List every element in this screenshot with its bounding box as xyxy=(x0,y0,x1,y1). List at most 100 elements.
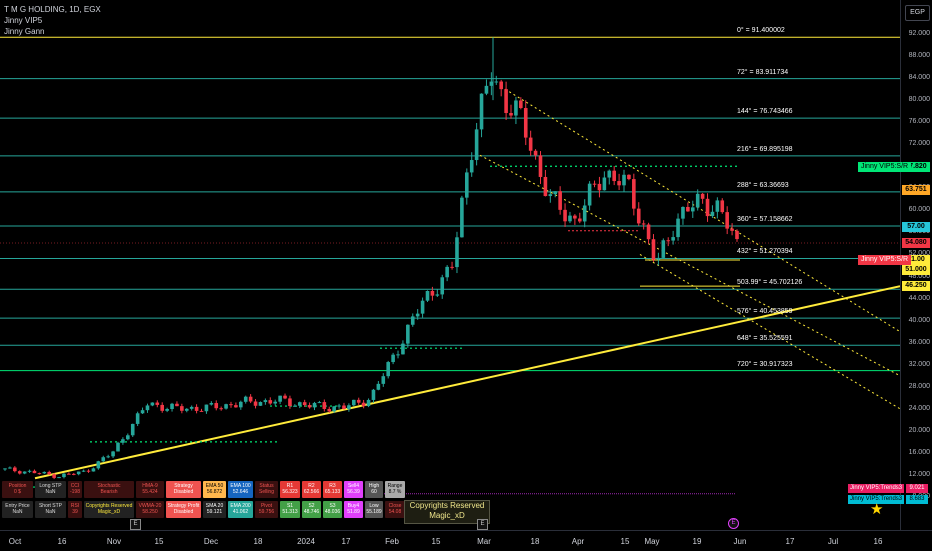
candle-body xyxy=(352,399,356,406)
table-cell-title: High xyxy=(368,483,380,489)
candle-body xyxy=(189,406,194,409)
candle-body xyxy=(71,473,76,475)
candle-body xyxy=(106,456,110,458)
candle-body xyxy=(479,93,484,130)
indicator-sr-tag: Jinny VIP5:S/R xyxy=(858,254,912,265)
table-cell-value: 56.872 xyxy=(206,489,223,495)
time-tick-label: 15 xyxy=(431,537,441,546)
table-cell-title: R2 xyxy=(308,483,315,489)
candle-body xyxy=(332,406,336,412)
indicator-legend-gann[interactable]: Jinny Gann xyxy=(4,27,45,36)
price-tick-label: 92.000 xyxy=(908,30,930,37)
table-cell: Status Selling xyxy=(255,481,278,498)
time-tick-label: Mar xyxy=(477,537,491,546)
candle-body xyxy=(356,399,361,403)
candle-body xyxy=(666,240,671,242)
table-cell-value: 51.89 xyxy=(347,509,360,515)
candle-body xyxy=(715,200,720,212)
candle-body xyxy=(401,343,405,355)
candle-body xyxy=(57,477,61,479)
candle-body xyxy=(730,228,734,231)
candle-body xyxy=(170,403,174,410)
table-cell: RSI 39 xyxy=(68,501,82,518)
gann-level-label: 576° = 40.453859 xyxy=(737,308,793,316)
table-cell: EMA 200 41.062 xyxy=(228,501,253,518)
candle-body xyxy=(263,400,268,403)
table-cell-title: Stochastic xyxy=(97,483,121,489)
candle-body xyxy=(627,174,631,180)
table-cell-value: Disabled xyxy=(173,509,194,515)
symbol-title[interactable]: T M G HOLDING, 1D, EGX xyxy=(4,5,101,14)
candle-body xyxy=(499,81,503,90)
candle-body xyxy=(396,354,400,356)
table-cell: EMA 100 52.646 xyxy=(228,481,253,498)
gann-level-label: 144° = 76.743466 xyxy=(737,108,793,116)
candle-body xyxy=(258,402,263,406)
candle-body xyxy=(96,461,101,469)
table-cell-value: NaN xyxy=(45,509,56,515)
candle-body xyxy=(361,402,366,407)
table-cell-value: 52.646 xyxy=(232,489,249,495)
price-chart[interactable] xyxy=(0,0,900,530)
candle-body xyxy=(509,113,513,116)
indicator-legend-vip5[interactable]: Jinny VIP5 xyxy=(4,16,43,25)
candle-body xyxy=(214,403,219,409)
event-marker-button[interactable]: E xyxy=(477,519,488,530)
dividend-marker-button[interactable]: E xyxy=(728,518,739,529)
candle-body xyxy=(533,150,538,156)
table-cell-title: S3 xyxy=(329,503,336,509)
candle-body xyxy=(224,404,228,409)
candle-body xyxy=(489,81,494,86)
gann-level-label: 503.99° = 45.702126 xyxy=(737,279,803,287)
candle-body xyxy=(52,474,56,478)
table-cell-value: Bearish xyxy=(100,489,118,495)
table-cell-value: 62.566 xyxy=(303,489,320,495)
price-axis-tag: 54.080 xyxy=(902,238,930,248)
table-cell: Short STP NaN xyxy=(35,501,66,518)
gann-level-label: 216° = 69.895198 xyxy=(737,145,793,153)
candle-body xyxy=(32,470,37,474)
event-marker-button[interactable]: E xyxy=(130,519,141,530)
candle-body xyxy=(597,183,602,191)
price-axis-tag: 51.000 xyxy=(902,265,930,276)
candle-body xyxy=(695,193,700,208)
table-cell-title: Buy4 xyxy=(347,503,360,509)
table-cell-title: Range xyxy=(387,483,403,489)
table-cell: R1 56.323 xyxy=(280,481,300,498)
time-tick-label: 16 xyxy=(57,537,67,546)
gann-level-label: 0° = 91.400002 xyxy=(737,27,785,35)
candle-body xyxy=(37,473,42,475)
candle-body xyxy=(42,471,47,474)
table-cell: S2 48.746 xyxy=(302,501,321,518)
currency-button[interactable]: EGP xyxy=(905,5,930,21)
candle-body xyxy=(366,399,371,407)
candle-body xyxy=(558,191,562,210)
candle-body xyxy=(278,395,282,402)
candle-body xyxy=(135,413,140,424)
table-cell: Buy4 51.89 xyxy=(344,501,363,518)
price-tick-label: 24.000 xyxy=(908,404,930,412)
candle-body xyxy=(651,239,656,260)
candle-body xyxy=(307,405,312,408)
table-cell-title: Copyrights Reserved xyxy=(85,503,133,509)
candle-body xyxy=(22,471,27,474)
candle-body xyxy=(327,408,332,412)
table-cell-value: 59.756 xyxy=(258,509,275,515)
candle-body xyxy=(293,405,297,407)
table-cell-value: Magic_xD xyxy=(97,509,121,515)
candle-body xyxy=(592,183,597,185)
candle-body xyxy=(243,396,248,402)
candle-body xyxy=(160,404,165,411)
candle-body xyxy=(386,362,390,377)
table-cell: High 60 xyxy=(365,481,383,498)
time-tick-label: 19 xyxy=(692,537,702,546)
time-axis[interactable]: Oct 16 Nov 15 Dec 18 2024 17 Feb 15 Mar 18 Apr 15 May 1… xyxy=(0,530,932,551)
chart-area[interactable]: T M G HOLDING, 1D, EGX Jinny VIP5 Jinny … xyxy=(0,0,900,530)
candle-body xyxy=(239,401,243,408)
candle-body xyxy=(676,218,680,238)
price-tick-label: 36.000 xyxy=(908,338,930,346)
candle-body xyxy=(681,206,685,219)
table-cell: Low 55.189 xyxy=(365,501,383,518)
candle-body xyxy=(622,174,626,186)
table-cell-value: 58.250 xyxy=(142,509,158,515)
